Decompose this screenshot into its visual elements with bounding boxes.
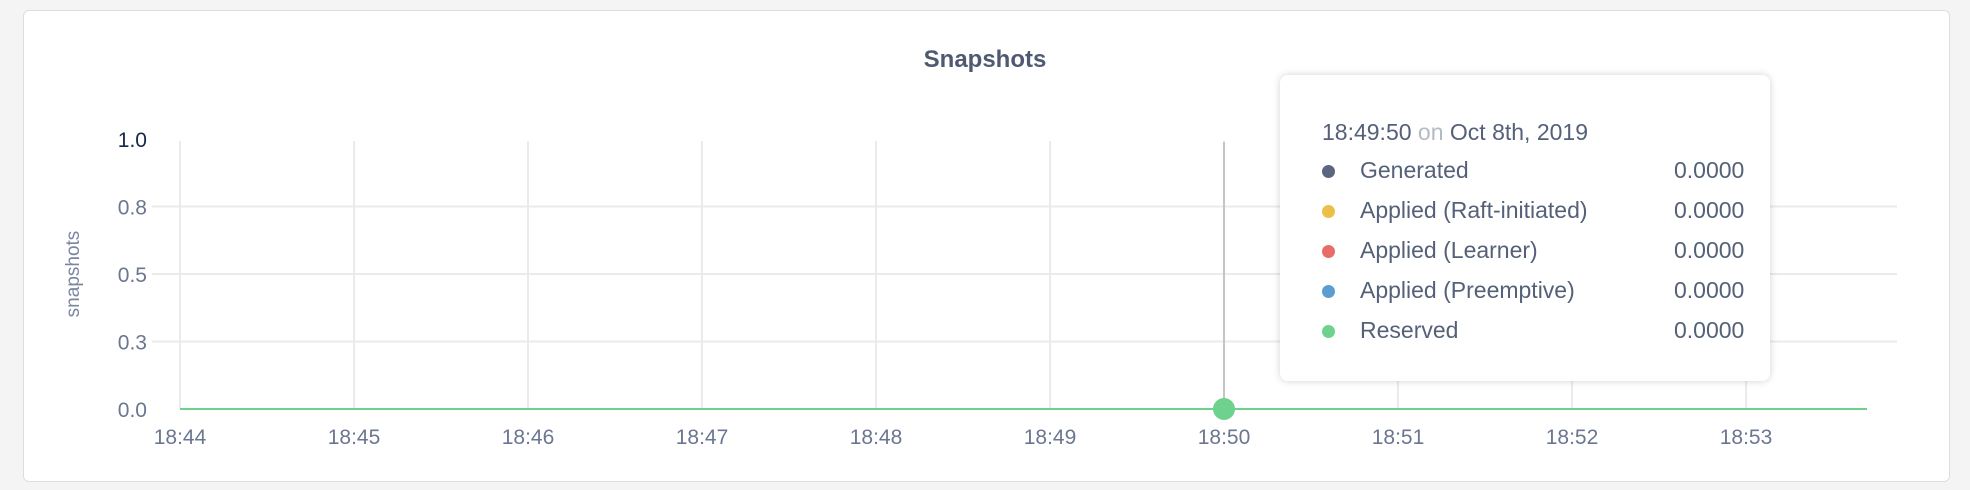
x-tick-label: 18:48 [850,426,903,449]
tooltip-series-name: Applied (Preemptive) [1360,277,1575,303]
y-tick-label: 1.0 [118,129,147,152]
x-tick-label: 18:46 [502,426,555,449]
chart-title: Snapshots [923,46,1047,73]
legend-dot-icon [1322,205,1335,218]
tooltip-row: Applied (Raft-initiated) 0.0000 [1322,197,1745,227]
y-tick-label: 0.3 [118,332,147,355]
tooltip-row: Applied (Preemptive) 0.0000 [1322,277,1745,307]
x-tick-label: 18:51 [1372,426,1425,449]
x-tick-label: 18:50 [1198,426,1251,449]
tooltip-series-value: 0.0000 [1674,317,1745,343]
tooltip-row: Applied (Learner) 0.0000 [1322,237,1745,267]
tooltip-series-name: Reserved [1360,317,1459,343]
y-tick-label: 0.8 [118,197,147,220]
chart-tooltip: 18:49:50 on Oct 8th, 2019 Generated 0.000… [1280,75,1770,381]
tooltip-series-value: 0.0000 [1674,157,1745,183]
x-tick-label: 18:44 [154,426,207,449]
x-tick-label: 18:53 [1720,426,1773,449]
tooltip-series-value: 0.0000 [1674,277,1745,303]
tooltip-on: on [1417,119,1444,145]
tooltip-row: Generated 0.0000 [1322,157,1745,187]
legend-dot-icon [1322,245,1335,258]
tooltip-row: Reserved 0.0000 [1322,317,1745,347]
tooltip-series-name: Generated [1360,157,1469,183]
x-tick-label: 18:47 [676,426,729,449]
legend-dot-icon [1322,325,1335,338]
hover-point [1213,398,1235,420]
x-tick-label: 18:45 [328,426,381,449]
tooltip-time: 18:49:50 [1322,119,1412,145]
y-axis-label: snapshots [63,231,84,318]
tooltip-series-value: 0.0000 [1674,197,1745,223]
tooltip-series-name: Applied (Learner) [1360,237,1538,263]
y-tick-label: 0.0 [118,399,147,422]
tooltip-series-value: 0.0000 [1674,237,1745,263]
x-tick-label: 18:49 [1024,426,1077,449]
tooltip-timestamp: 18:49:50 on Oct 8th, 2019 [1322,119,1588,146]
tooltip-date: Oct 8th, 2019 [1449,119,1588,145]
legend-dot-icon [1322,285,1335,298]
tooltip-series-name: Applied (Raft-initiated) [1360,197,1588,223]
legend-dot-icon [1322,165,1335,178]
y-tick-label: 0.5 [118,264,147,287]
x-tick-label: 18:52 [1546,426,1599,449]
